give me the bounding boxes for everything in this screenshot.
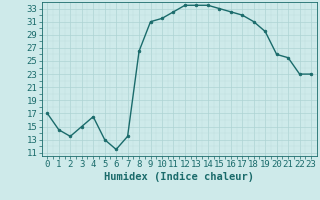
X-axis label: Humidex (Indice chaleur): Humidex (Indice chaleur) xyxy=(104,172,254,182)
